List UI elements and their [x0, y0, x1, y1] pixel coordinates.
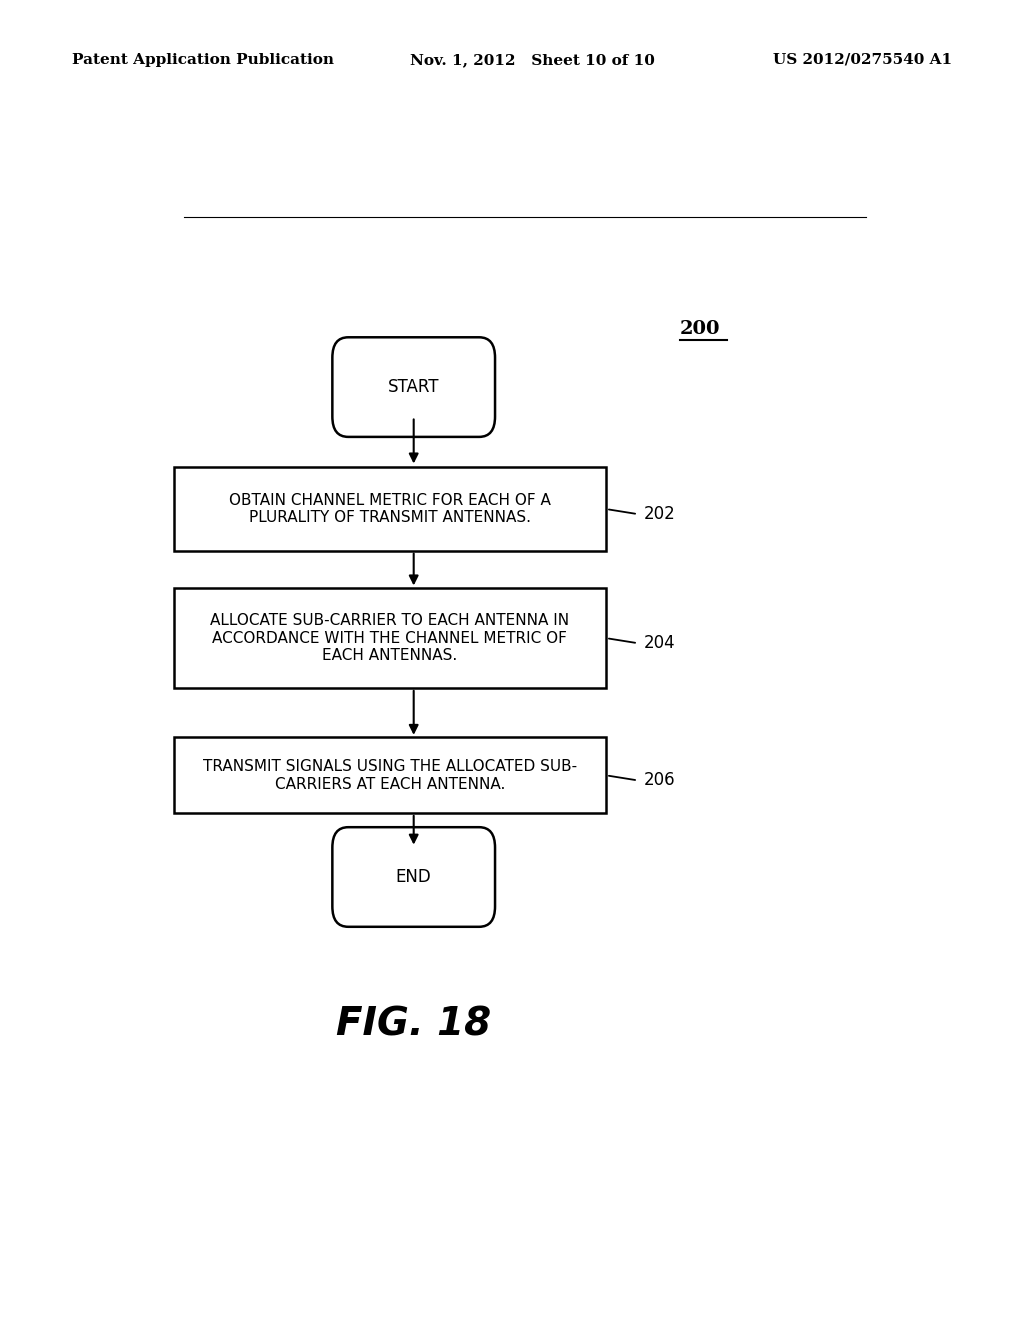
Text: START: START [388, 378, 439, 396]
Text: 204: 204 [644, 634, 676, 652]
Bar [174, 589, 606, 688]
Text: 206: 206 [644, 771, 676, 789]
Text: TRANSMIT SIGNALS USING THE ALLOCATED SUB-
CARRIERS AT EACH ANTENNA.: TRANSMIT SIGNALS USING THE ALLOCATED SUB… [203, 759, 577, 792]
Text: 200: 200 [680, 321, 720, 338]
Text: Patent Application Publication: Patent Application Publication [72, 53, 334, 67]
Bar [174, 738, 606, 813]
Text: Nov. 1, 2012   Sheet 10 of 10: Nov. 1, 2012 Sheet 10 of 10 [410, 53, 654, 67]
Text: OBTAIN CHANNEL METRIC FOR EACH OF A
PLURALITY OF TRANSMIT ANTENNAS.: OBTAIN CHANNEL METRIC FOR EACH OF A PLUR… [229, 492, 551, 525]
Text: END: END [396, 869, 431, 886]
Text: US 2012/0275540 A1: US 2012/0275540 A1 [773, 53, 952, 67]
FancyBboxPatch shape [333, 338, 495, 437]
Text: FIG. 18: FIG. 18 [336, 1006, 492, 1043]
Text: ALLOCATE SUB-CARRIER TO EACH ANTENNA IN
ACCORDANCE WITH THE CHANNEL METRIC OF
EA: ALLOCATE SUB-CARRIER TO EACH ANTENNA IN … [210, 614, 569, 663]
Bar [174, 467, 606, 552]
Text: 202: 202 [644, 506, 676, 523]
FancyBboxPatch shape [333, 828, 495, 927]
